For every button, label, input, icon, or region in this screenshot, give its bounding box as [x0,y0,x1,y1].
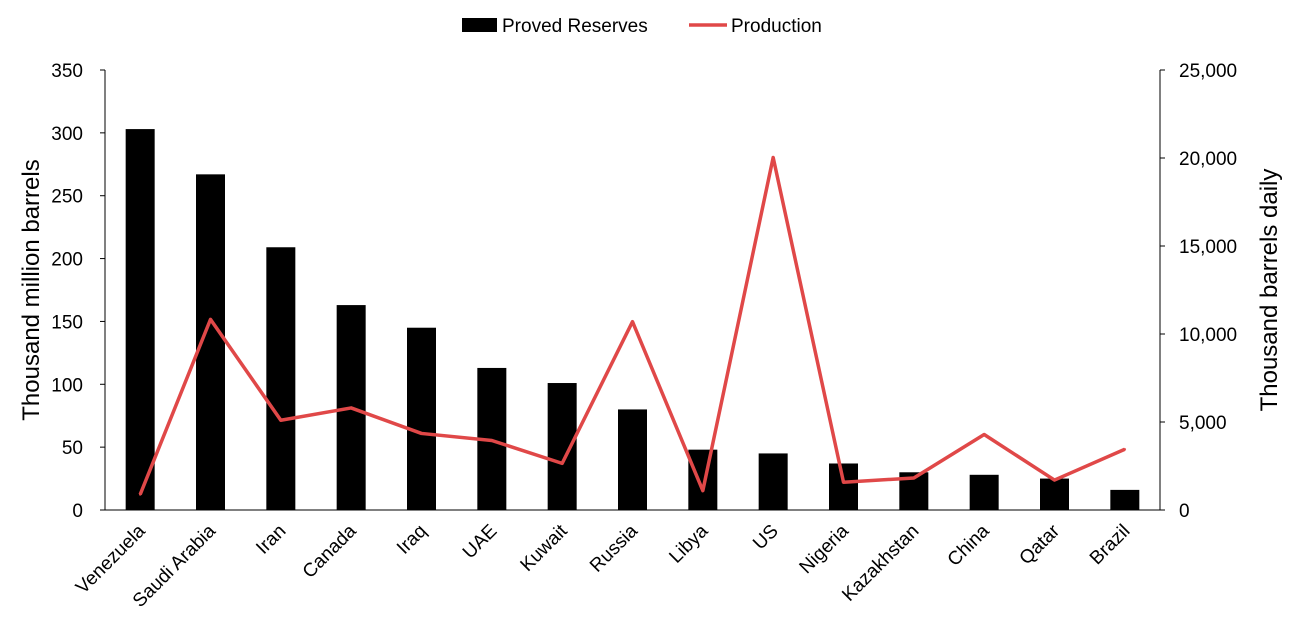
production-point [1123,448,1127,451]
bar [1040,478,1069,510]
x-tick-label: Russia [586,520,642,576]
left-tick-label: 100 [51,375,83,396]
bar [618,409,647,510]
left-tick-label: 150 [51,312,83,333]
bar [969,474,999,510]
production-point [771,156,775,159]
legend-production-label: Production [731,16,822,37]
right-tick-label: 15,000 [1179,237,1237,258]
x-tick-label: China [944,520,994,570]
bar [758,453,788,510]
x-tick-label: US [749,521,783,555]
production-point [631,320,634,323]
production-point [701,489,705,492]
left-tick-label: 350 [51,61,83,82]
bar [266,247,296,510]
left-tick-labels: 0 50 100 150 200 250 300 350 [51,61,105,522]
right-tick-label: 5,000 [1179,413,1227,434]
legend: Proved Reserves Production [462,16,822,37]
x-tick-label: Nigeria [796,520,854,578]
bar [688,449,718,510]
production-point [420,432,423,435]
x-tick-label: Canada [299,520,361,582]
right-tick-label: 10,000 [1179,325,1237,346]
production-point [1053,478,1056,482]
right-tick-label: 0 [1179,501,1190,522]
bar [1110,489,1140,510]
right-tick-label: 25,000 [1179,61,1237,82]
production-point [842,480,845,484]
y2-axis-title: Thousand barrels daily [1256,169,1283,412]
left-tick-label: 0 [72,501,83,522]
right-tick-labels: 0 5,000 10,000 15,000 20,000 25,000 [1160,61,1237,522]
left-tick-label: 200 [51,250,83,271]
y-axis-title: Thousand million barrels [18,159,45,420]
production-point [349,406,353,410]
x-tick-label: Brazil [1086,521,1134,569]
production-point [560,462,564,465]
bar [125,129,155,511]
bar-series [125,129,1140,511]
production-point [912,476,916,480]
left-tick-label: 250 [51,187,83,208]
production-point [490,439,494,442]
x-tick-label: Kuwait [517,520,573,576]
x-tick-label: Qatar [1016,520,1065,569]
production-point [138,493,142,496]
line-series [138,155,1127,496]
x-tick-label: Iraq [393,521,431,559]
x-tick-label: Iran [252,521,290,559]
left-tick-label: 50 [62,438,83,459]
production-point [209,318,212,321]
legend-bar-swatch [462,18,497,32]
x-tick-label: UAE [459,521,501,563]
production-point [982,433,986,436]
bar [829,463,858,510]
x-tick-label: Libya [665,520,712,567]
bar [407,327,436,510]
x-tick-label: Kazakhstan [838,521,923,606]
legend-reserves-label: Proved Reserves [502,16,648,37]
right-tick-label: 20,000 [1179,149,1237,170]
left-tick-label: 300 [51,124,83,145]
production-point [279,419,283,422]
